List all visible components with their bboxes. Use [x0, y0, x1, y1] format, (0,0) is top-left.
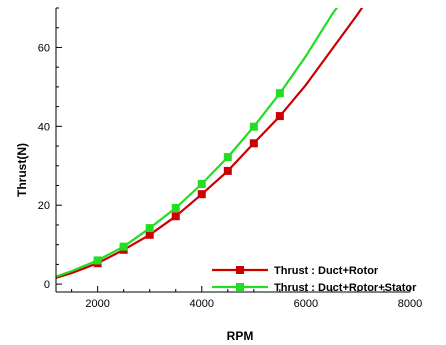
y-tick-label: 60: [38, 42, 50, 54]
legend-swatch-marker: [236, 266, 244, 274]
data-point-marker: [198, 180, 206, 188]
data-point-marker: [94, 256, 102, 264]
data-point-marker: [146, 224, 154, 232]
y-tick-label: 40: [38, 121, 50, 133]
series-line-2: [56, 0, 342, 277]
data-point-marker: [224, 167, 232, 175]
y-tick-label: 20: [38, 200, 50, 212]
x-tick-label: 2000: [85, 298, 109, 310]
x-tick-label: 8000: [398, 298, 422, 310]
data-point-marker: [120, 243, 128, 251]
data-point-marker: [250, 123, 258, 131]
x-axis-title: RPM: [227, 329, 254, 343]
plot-area: [56, 0, 366, 278]
y-tick-label: 0: [44, 279, 50, 291]
y-axis-title: Thrust(N): [15, 143, 29, 197]
x-tick-label: 4000: [190, 298, 214, 310]
x-tick-label: 6000: [294, 298, 318, 310]
data-point-marker: [224, 153, 232, 161]
legend-swatch-marker: [236, 283, 244, 291]
series-line-1: [56, 2, 366, 278]
legend: Thrust : Duct+Rotor Thrust : Duct+Rotor+S…: [212, 265, 417, 294]
data-point-marker: [172, 212, 180, 220]
data-point-marker: [172, 204, 180, 212]
data-point-marker: [250, 139, 258, 147]
legend-label: Thrust : Duct+Rotor+Stator: [274, 282, 417, 294]
data-point-marker: [276, 112, 284, 120]
data-point-marker: [198, 190, 206, 198]
data-point-marker: [276, 89, 284, 97]
legend-label: Thrust : Duct+Rotor: [274, 265, 379, 277]
